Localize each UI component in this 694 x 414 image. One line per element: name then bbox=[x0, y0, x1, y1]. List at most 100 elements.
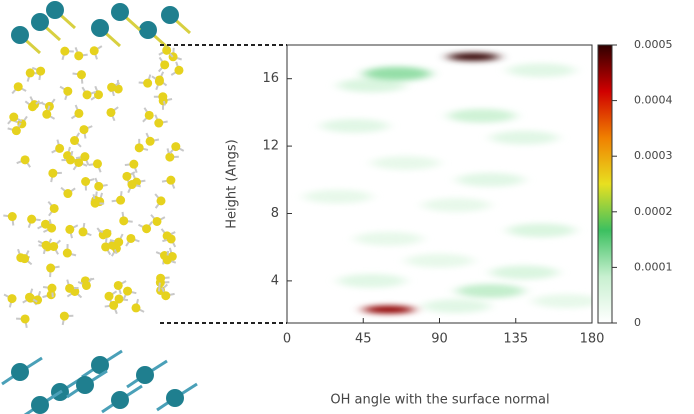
atom bbox=[114, 238, 123, 247]
atom bbox=[81, 177, 90, 186]
atom bbox=[91, 199, 100, 208]
atom bbox=[154, 119, 163, 128]
colorbar-tick-label: 0.0002 bbox=[634, 205, 673, 218]
atom bbox=[21, 155, 30, 164]
atom bbox=[14, 82, 23, 91]
atom bbox=[102, 229, 111, 238]
x-tick-label: 135 bbox=[503, 332, 528, 347]
atom bbox=[107, 83, 116, 92]
atom bbox=[21, 314, 30, 323]
atom bbox=[111, 391, 129, 409]
atom bbox=[65, 225, 74, 234]
colorbar-tick-label: 0.0001 bbox=[634, 260, 673, 273]
atom bbox=[76, 376, 94, 394]
y-tick-label: 12 bbox=[262, 139, 279, 154]
heat-cell bbox=[490, 265, 558, 279]
atom bbox=[46, 264, 55, 273]
atom bbox=[136, 366, 154, 384]
atom bbox=[166, 176, 175, 185]
atom bbox=[139, 21, 157, 39]
heat-cell bbox=[363, 306, 415, 314]
colorbar-tick-label: 0.0003 bbox=[634, 149, 673, 162]
atom bbox=[11, 363, 29, 381]
heat-cell bbox=[507, 223, 575, 237]
atom bbox=[161, 291, 170, 300]
x-axis-label: OH angle with the surface normal bbox=[330, 393, 549, 408]
atom bbox=[42, 241, 51, 250]
plot-area bbox=[287, 45, 592, 323]
atom bbox=[152, 217, 161, 226]
heat-cell bbox=[355, 232, 423, 246]
atom bbox=[42, 110, 51, 119]
y-tick-label: 16 bbox=[262, 71, 279, 86]
atom bbox=[116, 196, 125, 205]
atom bbox=[129, 160, 138, 169]
atom bbox=[158, 92, 167, 101]
atom bbox=[31, 396, 49, 414]
atom bbox=[166, 389, 184, 407]
atom bbox=[50, 204, 59, 213]
heat-cell bbox=[372, 156, 440, 170]
atom bbox=[157, 196, 166, 205]
atom bbox=[145, 111, 154, 120]
atom bbox=[9, 113, 18, 122]
atom bbox=[74, 51, 83, 60]
atom bbox=[26, 68, 35, 77]
atom bbox=[174, 66, 183, 75]
atom bbox=[46, 1, 64, 19]
heat-cell bbox=[456, 173, 524, 187]
atom bbox=[8, 212, 17, 221]
y-tick-label: 4 bbox=[271, 273, 279, 288]
heat-cell bbox=[406, 254, 474, 268]
atom bbox=[131, 303, 140, 312]
atom bbox=[156, 274, 165, 283]
atom bbox=[165, 153, 174, 162]
atom bbox=[27, 215, 36, 224]
atom bbox=[25, 293, 34, 302]
atom bbox=[94, 182, 103, 191]
heat-cell bbox=[456, 284, 524, 298]
atom bbox=[143, 79, 152, 88]
atom bbox=[155, 77, 164, 86]
atom bbox=[55, 144, 64, 153]
atom bbox=[163, 255, 172, 264]
atom bbox=[135, 143, 144, 152]
heat-cell bbox=[448, 109, 516, 123]
atom bbox=[8, 294, 17, 303]
atom bbox=[74, 109, 83, 118]
figure: Height (Angs) OH angle with the surface … bbox=[0, 0, 694, 414]
atom bbox=[171, 142, 180, 151]
x-tick-label: 180 bbox=[580, 332, 605, 347]
atom bbox=[28, 102, 37, 111]
atom bbox=[146, 137, 155, 146]
atom bbox=[123, 287, 132, 296]
colorbar bbox=[598, 45, 612, 323]
atom bbox=[111, 3, 129, 21]
colorbar-tick-label: 0.0005 bbox=[634, 38, 673, 51]
y-axis-label: Height (Angs) bbox=[225, 139, 240, 228]
atom bbox=[47, 284, 56, 293]
atom bbox=[77, 70, 86, 79]
atom bbox=[127, 180, 136, 189]
heat-cell bbox=[422, 198, 490, 212]
atom bbox=[114, 281, 123, 290]
heat-cell bbox=[533, 294, 601, 308]
atom bbox=[80, 152, 89, 161]
heat-cell bbox=[490, 131, 558, 145]
y-tick-label: 8 bbox=[271, 206, 279, 221]
colorbar-tick-label: 0 bbox=[634, 316, 641, 329]
page: Height (Angs) OH angle with the surface … bbox=[0, 0, 694, 414]
atom bbox=[60, 47, 69, 56]
atom bbox=[82, 281, 91, 290]
atom bbox=[31, 13, 49, 31]
heat-cell bbox=[304, 190, 372, 204]
atom bbox=[49, 242, 58, 251]
atom bbox=[36, 67, 45, 76]
atom bbox=[93, 159, 102, 168]
molecular-snapshot bbox=[2, 1, 197, 414]
atom bbox=[91, 19, 109, 37]
x-tick-label: 90 bbox=[431, 332, 448, 347]
atom bbox=[119, 216, 128, 225]
atom bbox=[167, 234, 176, 243]
atom bbox=[70, 136, 79, 145]
